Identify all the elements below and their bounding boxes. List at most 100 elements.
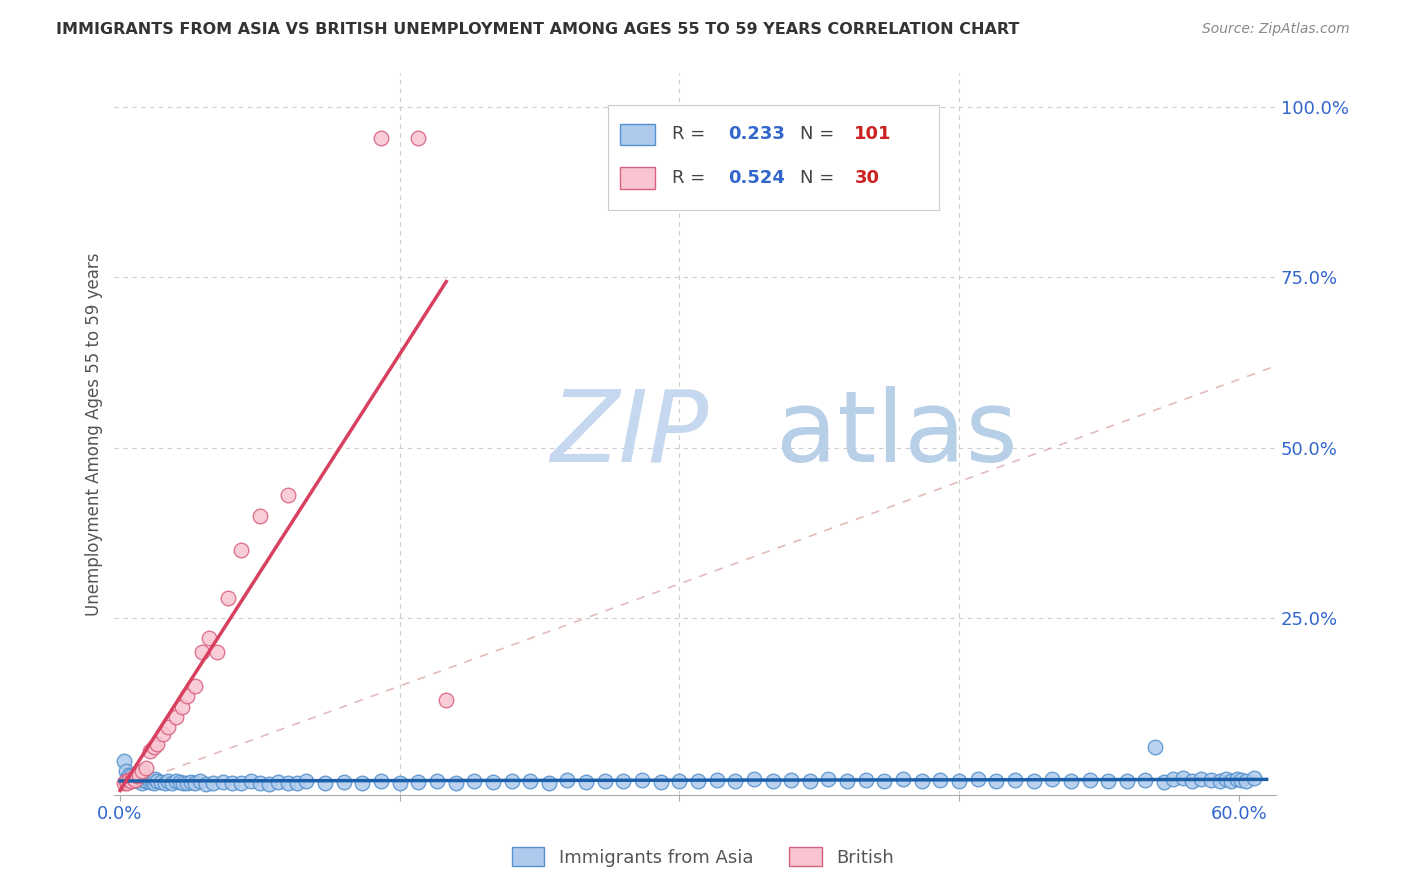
- Point: [135, 774, 157, 789]
- Point: [146, 774, 169, 789]
- Point: [249, 776, 271, 790]
- Point: [198, 632, 221, 646]
- Point: [169, 775, 191, 789]
- Point: [120, 769, 142, 783]
- Point: [780, 773, 803, 788]
- Point: [444, 776, 467, 790]
- Point: [118, 773, 141, 788]
- Point: [152, 727, 174, 741]
- Point: [160, 776, 183, 790]
- Point: [706, 773, 728, 788]
- Point: [249, 508, 271, 523]
- Point: [1022, 773, 1045, 788]
- Point: [141, 773, 163, 788]
- Point: [295, 774, 318, 789]
- Point: [817, 772, 839, 787]
- Point: [211, 775, 233, 789]
- Point: [277, 776, 299, 790]
- Point: [125, 774, 148, 789]
- Point: [388, 776, 411, 790]
- Point: [176, 690, 198, 704]
- Point: [408, 130, 430, 145]
- Point: [575, 775, 598, 789]
- Text: atlas: atlas: [776, 385, 1018, 483]
- Point: [1243, 771, 1265, 785]
- Point: [136, 771, 159, 785]
- Point: [146, 737, 169, 751]
- Point: [231, 542, 253, 557]
- Point: [1060, 774, 1083, 789]
- Text: Source: ZipAtlas.com: Source: ZipAtlas.com: [1202, 22, 1350, 37]
- Text: 30: 30: [855, 169, 879, 186]
- Point: [153, 776, 176, 790]
- Point: [1220, 774, 1243, 789]
- Text: IMMIGRANTS FROM ASIA VS BRITISH UNEMPLOYMENT AMONG AGES 55 TO 59 YEARS CORRELATI: IMMIGRANTS FROM ASIA VS BRITISH UNEMPLOY…: [56, 22, 1019, 37]
- Point: [150, 775, 173, 789]
- Point: [463, 774, 485, 789]
- Point: [117, 776, 139, 790]
- Point: [1171, 771, 1194, 785]
- Point: [314, 776, 336, 790]
- Point: [285, 776, 308, 790]
- Point: [519, 774, 541, 789]
- Point: [191, 645, 214, 659]
- Point: [612, 774, 634, 789]
- Point: [966, 772, 988, 787]
- Point: [239, 774, 262, 789]
- Point: [172, 776, 194, 790]
- Point: [1143, 740, 1166, 755]
- Point: [1199, 773, 1222, 788]
- Text: 101: 101: [855, 126, 891, 144]
- Point: [142, 776, 165, 790]
- Text: 0.524: 0.524: [728, 169, 785, 186]
- Point: [131, 764, 153, 779]
- Point: [501, 773, 523, 788]
- Point: [686, 774, 709, 789]
- Point: [1189, 772, 1212, 787]
- Point: [165, 710, 187, 724]
- Point: [482, 775, 505, 789]
- Legend: Immigrants from Asia, British: Immigrants from Asia, British: [505, 840, 901, 874]
- Point: [593, 773, 616, 788]
- Point: [205, 645, 228, 659]
- Point: [122, 773, 145, 788]
- Point: [352, 776, 374, 790]
- Text: N =: N =: [800, 169, 839, 186]
- Point: [1234, 773, 1257, 788]
- Point: [114, 764, 136, 779]
- Point: [986, 774, 1008, 789]
- Point: [631, 773, 654, 788]
- Point: [557, 773, 579, 788]
- Point: [114, 774, 136, 789]
- Point: [202, 776, 225, 790]
- Text: 0.233: 0.233: [728, 126, 785, 144]
- Point: [139, 775, 162, 789]
- Point: [221, 776, 243, 790]
- Point: [1209, 773, 1232, 788]
- Point: [135, 761, 157, 775]
- Point: [1229, 773, 1251, 788]
- Point: [188, 774, 211, 789]
- Point: [911, 774, 934, 789]
- Point: [124, 770, 146, 784]
- Point: [537, 776, 560, 790]
- Point: [370, 774, 392, 789]
- Point: [125, 769, 148, 783]
- FancyBboxPatch shape: [620, 123, 655, 145]
- Point: [408, 775, 430, 789]
- Point: [257, 777, 280, 791]
- Point: [170, 699, 193, 714]
- Point: [139, 744, 162, 758]
- Text: N =: N =: [800, 126, 839, 144]
- Point: [120, 774, 142, 789]
- Point: [855, 773, 877, 788]
- FancyBboxPatch shape: [607, 105, 939, 211]
- Point: [183, 679, 205, 693]
- Point: [929, 773, 952, 788]
- Point: [434, 692, 457, 706]
- Point: [134, 773, 156, 788]
- Point: [112, 754, 135, 768]
- Point: [124, 773, 146, 788]
- Point: [142, 740, 165, 755]
- Point: [724, 773, 747, 788]
